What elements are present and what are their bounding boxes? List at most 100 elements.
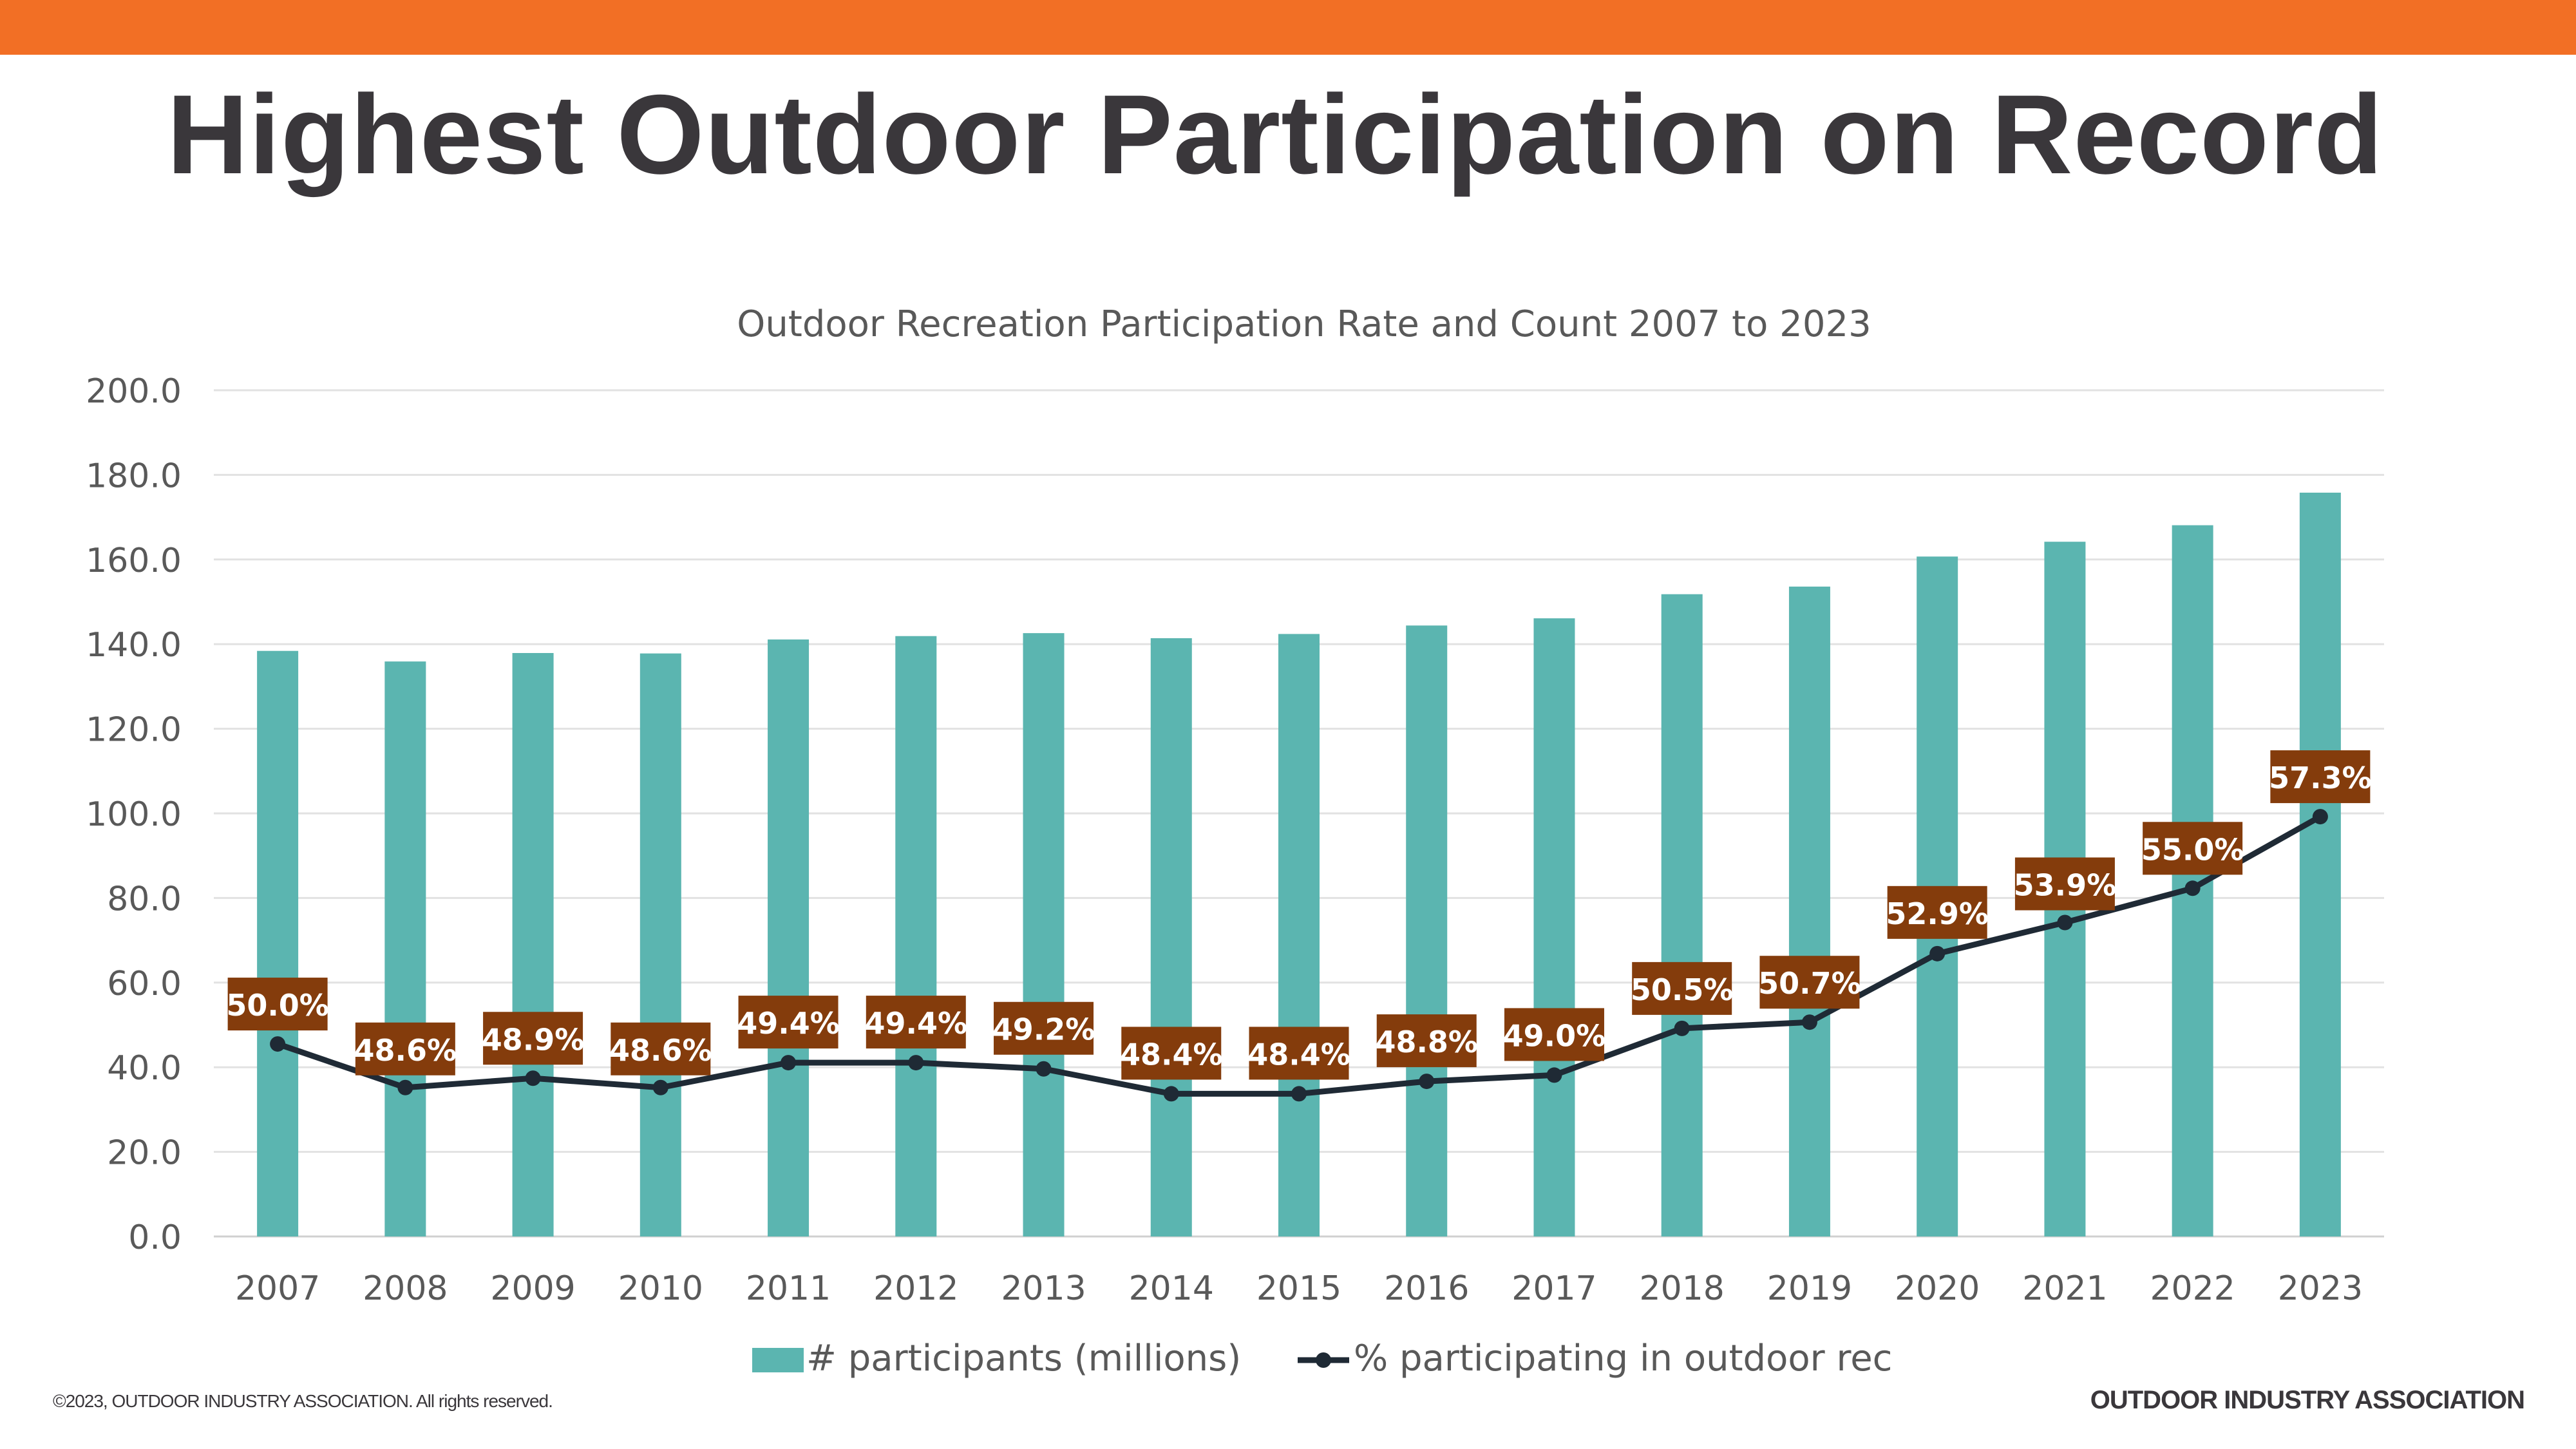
- data-label: 48.9%: [482, 1022, 585, 1057]
- line-point-2016: [1419, 1074, 1435, 1090]
- data-label-box: [1887, 886, 1987, 939]
- data-label-box: [1504, 1008, 1604, 1061]
- bar-2016: [1406, 625, 1448, 1236]
- y-tick-label: 180.0: [86, 457, 182, 495]
- bar-2007: [257, 650, 299, 1236]
- x-tick-label: 2012: [873, 1269, 958, 1308]
- y-axis-ticks: 0.0 20.0 40.0 60.0 80.0 100.0 120.0 140.0 160.0 1…: [86, 372, 182, 1257]
- line-point-2020: [1929, 945, 1946, 961]
- y-tick-label: 0.0: [128, 1218, 182, 1257]
- y-tick-label: 200.0: [86, 372, 182, 411]
- data-label: 50.0%: [226, 988, 329, 1023]
- data-label: 57.3%: [2269, 761, 2372, 795]
- data-label: 53.9%: [2014, 867, 2117, 902]
- line-point-2019: [1801, 1014, 1817, 1030]
- legend-bar-label: # participants (millions): [806, 1338, 1241, 1379]
- x-tick-label: 2017: [1511, 1269, 1596, 1308]
- bar-2012: [895, 636, 937, 1236]
- x-tick-label: 2010: [618, 1269, 703, 1308]
- y-tick-label: 160.0: [86, 542, 182, 580]
- data-label: 48.4%: [1247, 1037, 1350, 1072]
- data-label: 52.9%: [1886, 896, 1989, 931]
- x-tick-label: 2015: [1256, 1269, 1341, 1308]
- data-label: 55.0%: [2141, 832, 2244, 867]
- legend-bar-swatch: [752, 1348, 804, 1372]
- line-point-2008: [397, 1079, 413, 1095]
- line-point-2013: [1036, 1061, 1052, 1077]
- data-label-box: [1759, 956, 1860, 1009]
- data-label-box: [2014, 857, 2115, 911]
- line-data-labels: 50.0% 48.6% 48.9% 48.6% 49.4% 49.4% 49.2% 48.4%…: [226, 750, 2372, 1080]
- legend: # participants (millions) % participatin…: [752, 1338, 1892, 1379]
- data-label-box: [2143, 822, 2243, 875]
- x-tick-label: 2009: [490, 1269, 575, 1308]
- data-label-box: [1249, 1027, 1349, 1080]
- bar-2009: [512, 652, 554, 1236]
- data-label-box: [1376, 1014, 1477, 1068]
- data-label-box: [738, 996, 838, 1049]
- legend-line-label: % participating in outdoor rec: [1354, 1338, 1892, 1379]
- line-point-2010: [652, 1079, 668, 1095]
- data-label-box: [355, 1022, 455, 1075]
- data-label-box: [483, 1012, 583, 1065]
- data-label: 48.4%: [1120, 1037, 1223, 1072]
- bar-2019: [1788, 586, 1830, 1236]
- x-tick-label: 2014: [1129, 1269, 1214, 1308]
- line-point-2022: [2184, 880, 2201, 896]
- x-tick-label: 2007: [235, 1269, 320, 1308]
- top-accent-bar: [0, 0, 2576, 55]
- data-label: 48.6%: [609, 1033, 712, 1068]
- data-label-box: [1121, 1027, 1222, 1080]
- bar-2015: [1278, 634, 1320, 1236]
- data-label: 49.0%: [1503, 1018, 1606, 1053]
- x-axis-ticks: 2007 2008 2009 2010 2011 2012 2013 2014 2015 2016…: [235, 1269, 2363, 1308]
- bar-2010: [639, 653, 681, 1236]
- chart-title: Outdoor Recreation Participation Rate an…: [737, 303, 1871, 345]
- data-label: 49.4%: [737, 1006, 840, 1041]
- copyright-text: ©2023, OUTDOOR INDUSTRY ASSOCIATION. All…: [53, 1391, 553, 1411]
- x-tick-label: 2020: [1895, 1269, 1980, 1308]
- line-point-2017: [1546, 1067, 1562, 1083]
- line-point-2014: [1163, 1086, 1179, 1102]
- bar-2013: [1023, 633, 1065, 1236]
- x-tick-label: 2022: [2150, 1269, 2235, 1308]
- x-tick-label: 2016: [1384, 1269, 1469, 1308]
- y-tick-label: 40.0: [107, 1049, 182, 1088]
- legend-line-marker: [1316, 1352, 1331, 1368]
- line-point-2009: [525, 1070, 541, 1086]
- line-point-2007: [270, 1036, 286, 1052]
- bar-2023: [2299, 492, 2341, 1236]
- bar-2018: [1661, 594, 1703, 1236]
- data-label: 50.5%: [1631, 972, 1734, 1007]
- x-tick-label: 2011: [746, 1269, 831, 1308]
- bars-series: [257, 492, 2341, 1237]
- line-point-2023: [2312, 809, 2328, 825]
- data-label-box: [1632, 961, 1732, 1015]
- data-label-box: [611, 1022, 711, 1075]
- line-series: [270, 809, 2328, 1102]
- line-point-2015: [1291, 1086, 1307, 1102]
- data-label-box: [866, 996, 966, 1049]
- y-tick-label: 120.0: [86, 711, 182, 750]
- data-label-box: [227, 978, 328, 1031]
- x-tick-label: 2013: [1001, 1269, 1086, 1308]
- x-tick-label: 2019: [1767, 1269, 1852, 1308]
- x-tick-label: 2008: [363, 1269, 448, 1308]
- page-title: Highest Outdoor Participation on Record: [167, 72, 2383, 198]
- data-label: 48.8%: [1375, 1025, 1478, 1059]
- data-label-box: [2270, 750, 2371, 804]
- bar-2008: [384, 661, 426, 1236]
- x-tick-label: 2021: [2022, 1269, 2107, 1308]
- brand-name: OUTDOOR INDUSTRY ASSOCIATION: [2090, 1386, 2525, 1414]
- y-tick-label: 80.0: [107, 880, 182, 918]
- data-label: 49.2%: [992, 1012, 1095, 1047]
- y-tick-label: 100.0: [86, 795, 182, 834]
- y-tick-label: 20.0: [107, 1134, 182, 1173]
- y-tick-label: 140.0: [86, 626, 182, 665]
- bar-2017: [1533, 618, 1575, 1236]
- line-point-2021: [2057, 914, 2073, 931]
- line-point-2011: [781, 1055, 797, 1071]
- data-label: 48.6%: [354, 1033, 457, 1068]
- x-tick-label: 2023: [2278, 1269, 2363, 1308]
